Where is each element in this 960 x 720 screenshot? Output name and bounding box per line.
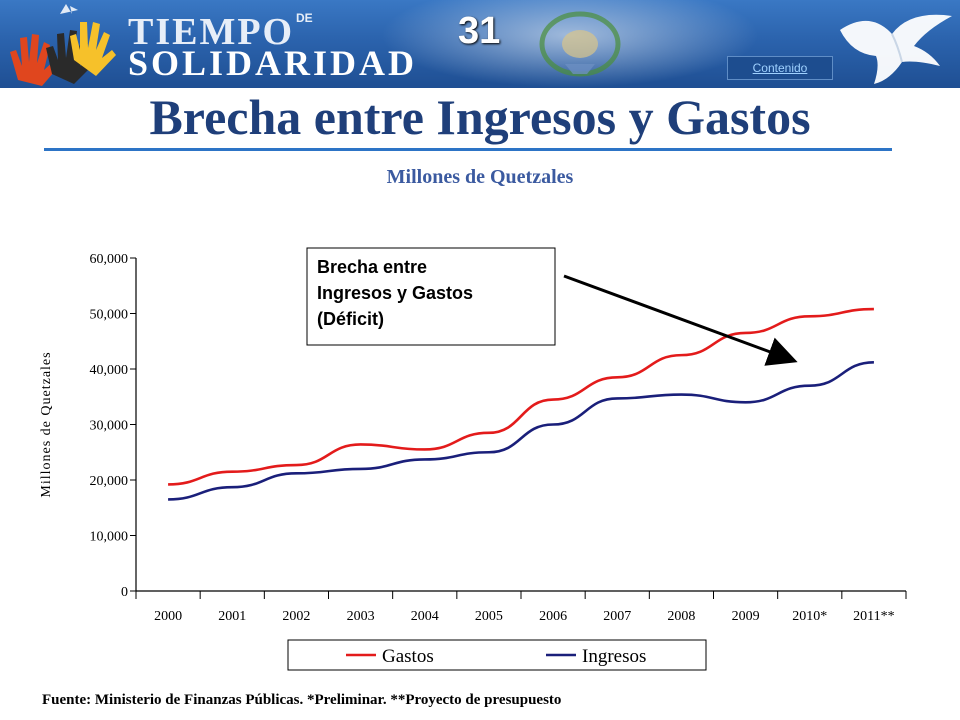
legend-label-ingresos: Ingresos [582, 646, 646, 667]
x-tick-label: 2007 [603, 609, 631, 624]
annotation-text: (Déficit) [317, 309, 384, 329]
header-banner: TIEMPO DE SOLIDARIDAD 31 Contenido [0, 0, 960, 88]
y-tick-label: 20,000 [90, 474, 129, 489]
x-tick-label: 2005 [475, 609, 503, 624]
x-tick-label: 2008 [667, 609, 695, 624]
slide-number: 31 [458, 10, 501, 52]
annotation-arrow [563, 274, 798, 366]
coat-of-arms-icon [539, 11, 621, 77]
x-tick-label: 2003 [347, 609, 375, 624]
slide-subtitle: Millones de Quetzales [386, 166, 574, 188]
x-tick-label: 2011** [853, 609, 894, 624]
dove-icon [840, 14, 952, 84]
y-axis-label: Millones de Quetzales [39, 351, 54, 497]
brand-line-1: TIEMPO [128, 11, 295, 53]
y-tick-label: 30,000 [90, 419, 129, 434]
brand-de: DE [296, 11, 313, 25]
slide-title: Brecha entre Ingresos y Gastos [149, 89, 811, 145]
annotation-text: Ingresos y Gastos [317, 283, 473, 303]
hands-logo [10, 4, 116, 86]
source-note: Fuente: Ministerio de Finanzas Públicas.… [42, 692, 562, 708]
contents-link[interactable]: Contenido [727, 56, 833, 80]
annotation-text: Brecha entre [317, 257, 427, 277]
x-tick-label: 2006 [539, 609, 567, 624]
y-tick-label: 0 [121, 585, 128, 600]
x-tick-label: 2002 [282, 609, 310, 624]
title-rule [44, 148, 892, 151]
y-tick-label: 60,000 [90, 252, 129, 267]
x-tick-label: 2001 [218, 609, 246, 624]
annotation-box [306, 247, 556, 346]
y-tick-label: 10,000 [90, 530, 129, 545]
x-tick-label: 2004 [411, 609, 439, 624]
x-tick-label: 2000 [154, 609, 182, 624]
x-tick-label: 2010* [792, 609, 827, 624]
y-tick-label: 50,000 [90, 308, 129, 323]
legend-label-gastos: Gastos [382, 646, 434, 667]
series-line-ingresos [168, 361, 874, 501]
x-tick-label: 2009 [732, 609, 760, 624]
series-line-gastos [168, 307, 874, 486]
brand-line-2: SOLIDARIDAD [128, 43, 418, 83]
y-tick-label: 40,000 [90, 363, 129, 378]
